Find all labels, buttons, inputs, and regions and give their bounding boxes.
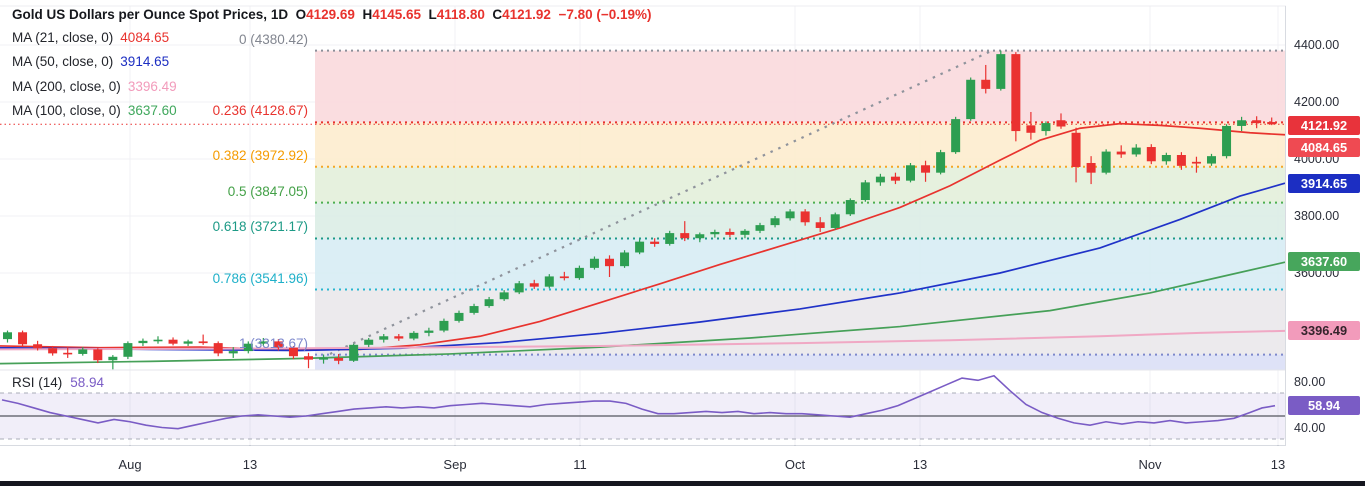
rsi-tick: 40.00: [1294, 420, 1326, 435]
time-tick: Oct: [784, 457, 806, 472]
time-tick: 13: [912, 457, 928, 472]
rsi-badge: 58.94: [1288, 396, 1360, 415]
fib-label-0236: 0.236 (4128.67): [212, 103, 308, 119]
symbol-name: Gold US Dollars per Ounce Spot Prices, 1…: [12, 7, 289, 22]
fib-label-0: 0 (4380.42): [238, 31, 308, 47]
indicator-rsi[interactable]: RSI (14) 58.94: [12, 375, 105, 390]
price-tick: 4200.00: [1294, 95, 1340, 109]
ma200-line: [0, 329, 1286, 351]
fib-label-0382: 0.382 (3972.92): [212, 147, 308, 163]
time-tick: Sep: [443, 457, 467, 472]
fib-bands: [315, 50, 1285, 370]
fib-label-0786: 0.786 (3541.96): [212, 270, 308, 286]
last-price-badge: 4121.92: [1288, 116, 1360, 135]
indicator-ma21[interactable]: MA (21, close, 0) 4084.65: [12, 30, 170, 45]
indicator-ma50[interactable]: MA (50, close, 0) 3914.65: [12, 54, 170, 69]
price-axis[interactable]: 4400.00 4200.00 4000.00 3800.00 3600.00 …: [1286, 0, 1365, 480]
ma50-line: [0, 182, 1286, 352]
time-tick: Aug: [118, 457, 142, 472]
time-tick: 13: [242, 457, 258, 472]
ma100-badge: 3637.60: [1288, 252, 1360, 271]
rsi: [0, 374, 1285, 440]
symbol-title[interactable]: Gold US Dollars per Ounce Spot Prices, 1…: [12, 7, 652, 22]
indicator-ma200[interactable]: MA (200, close, 0) 3396.49: [12, 79, 177, 94]
fib-label-1: 1 (3313.67): [238, 335, 308, 351]
borders: [0, 5, 1365, 449]
indicator-ma100[interactable]: MA (100, close, 0) 3637.60: [12, 103, 177, 118]
window-bottom-bar: [0, 481, 1365, 486]
time-tick: Nov: [1138, 457, 1162, 472]
time-axis[interactable]: Aug 13 Sep 11 Oct 13 Nov 13: [0, 446, 1365, 480]
fib-label-0618: 0.618 (3721.17): [212, 219, 308, 235]
price-tick: 3800.00: [1294, 209, 1340, 223]
time-tick: 13: [1270, 457, 1286, 472]
time-tick: 11: [573, 457, 587, 472]
ma21-badge: 4084.65: [1288, 138, 1360, 157]
ma200-badge: 3396.49: [1288, 321, 1360, 340]
fib-label-05: 0.5 (3847.05): [227, 183, 308, 199]
rsi-tick: 80.00: [1294, 374, 1326, 389]
ma50-badge: 3914.65: [1288, 174, 1360, 193]
fib-trendline: [329, 49, 993, 355]
candles: [3, 50, 1277, 370]
change-value: −7.80 (−0.19%): [558, 7, 652, 22]
price-tick: 4400.00: [1294, 38, 1340, 52]
ma100-line: [0, 261, 1286, 365]
ohlc-values: O4129.69 H4145.65 L4118.80 C4121.92 −7.8…: [295, 7, 652, 22]
